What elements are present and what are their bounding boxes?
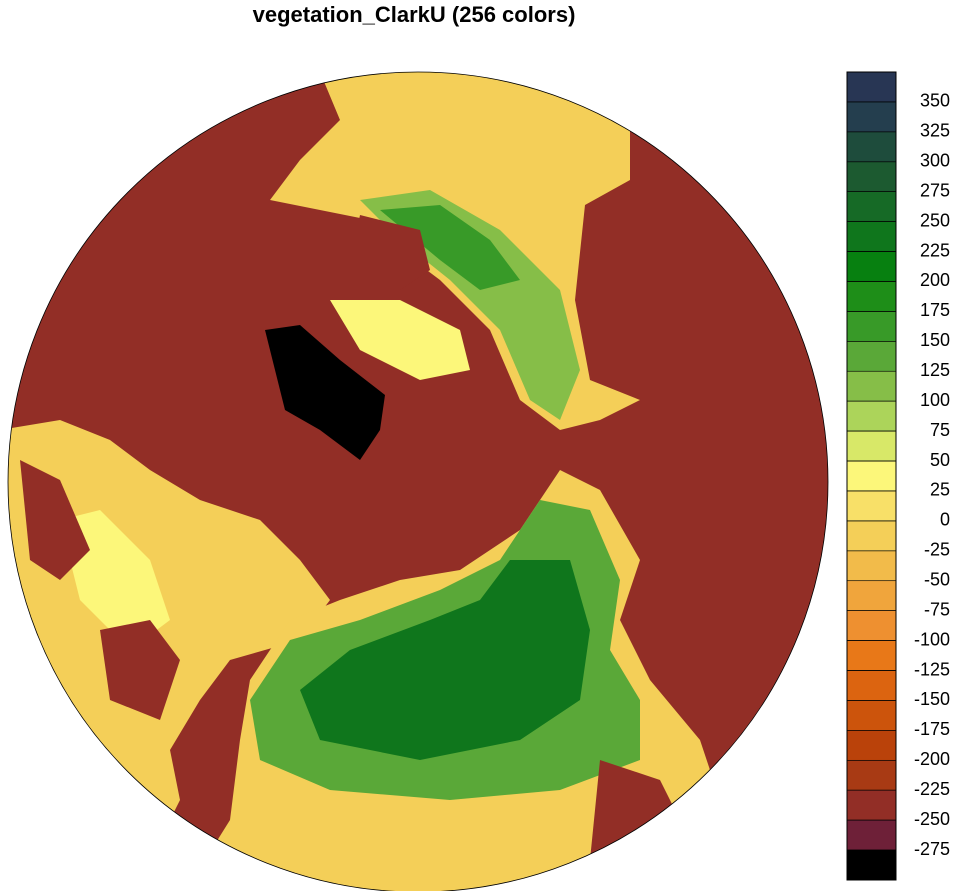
land (380, 205, 520, 290)
colorbar-tick-label: -150 (914, 689, 950, 709)
colorbar-swatch (846, 759, 897, 791)
colorbar-tick-label: -175 (914, 719, 950, 739)
colorbar-tick-label: -225 (914, 779, 950, 799)
colorbar: 3503253002752502252001751501251007550250… (846, 71, 950, 881)
colorbar-tick-label: 100 (920, 390, 950, 410)
colorbar-tick-label: 350 (920, 91, 950, 111)
colorbar-swatch (846, 520, 897, 552)
colorbar-swatch (846, 311, 897, 342)
colorbar-swatch (846, 341, 897, 372)
colorbar-swatch (846, 131, 897, 163)
colorbar-swatch (846, 161, 897, 193)
colorbar-swatch (846, 251, 897, 282)
colorbar-swatch (846, 221, 897, 252)
colorbar-tick-label: -200 (914, 749, 950, 769)
colorbar-tick-label: 300 (920, 151, 950, 171)
colorbar-tick-label: -100 (914, 629, 950, 649)
colorbar-tick-label: 325 (920, 121, 950, 141)
colorbar-tick-label: 0 (940, 510, 950, 530)
colorbar-swatch (846, 71, 897, 103)
colorbar-swatch (846, 670, 897, 701)
colorbar-tick-label: -125 (914, 659, 950, 679)
water (355, 215, 430, 290)
colorbar-swatch (846, 789, 897, 821)
colorbar-tick-label: 125 (920, 360, 950, 380)
colorbar-tick-label: 275 (920, 180, 950, 200)
colorbar-swatch (846, 430, 897, 462)
colorbar-tick-label: -275 (914, 839, 950, 859)
colorbar-swatch (846, 849, 897, 881)
colorbar-tick-label: 250 (920, 210, 950, 230)
colorbar-swatch (846, 490, 897, 522)
land (330, 300, 470, 380)
colorbar-swatch (846, 460, 897, 492)
colorbar-swatch (846, 101, 897, 133)
water (20, 460, 90, 580)
colorbar-tick-label: 200 (920, 270, 950, 290)
colorbar-tick-label: 25 (930, 480, 950, 500)
colorbar-swatch (846, 730, 897, 761)
colorbar-tick-label: -75 (924, 599, 950, 619)
map-disk (8, 72, 828, 891)
colorbar-tick-label: 225 (920, 240, 950, 260)
colorbar-swatch (846, 370, 897, 402)
colorbar-swatch (846, 400, 897, 432)
colorbar-swatch (846, 610, 897, 641)
colorbar-swatch (846, 580, 897, 611)
colorbar-tick-label: -250 (914, 809, 950, 829)
land (300, 560, 590, 760)
colorbar-tick-label: -25 (924, 540, 950, 560)
title: vegetation_ClarkU (256 colors) (253, 2, 576, 27)
colorbar-tick-label: 175 (920, 300, 950, 320)
map-border (7, 71, 829, 891)
ice (265, 325, 385, 460)
colorbar-swatch (846, 700, 897, 731)
colorbar-tick-label: 150 (920, 330, 950, 350)
water (100, 620, 180, 720)
colorbar-swatch (846, 819, 897, 851)
colorbar-swatch (846, 191, 897, 222)
colorbar-swatch (846, 281, 897, 312)
colorbar-frame (846, 71, 897, 881)
colorbar-tick-label: -50 (924, 569, 950, 589)
colorbar-swatch (846, 640, 897, 671)
colorbar-swatch (846, 550, 897, 582)
colorbar-tick-label: 75 (930, 420, 950, 440)
colorbar-tick-label: 50 (930, 450, 950, 470)
